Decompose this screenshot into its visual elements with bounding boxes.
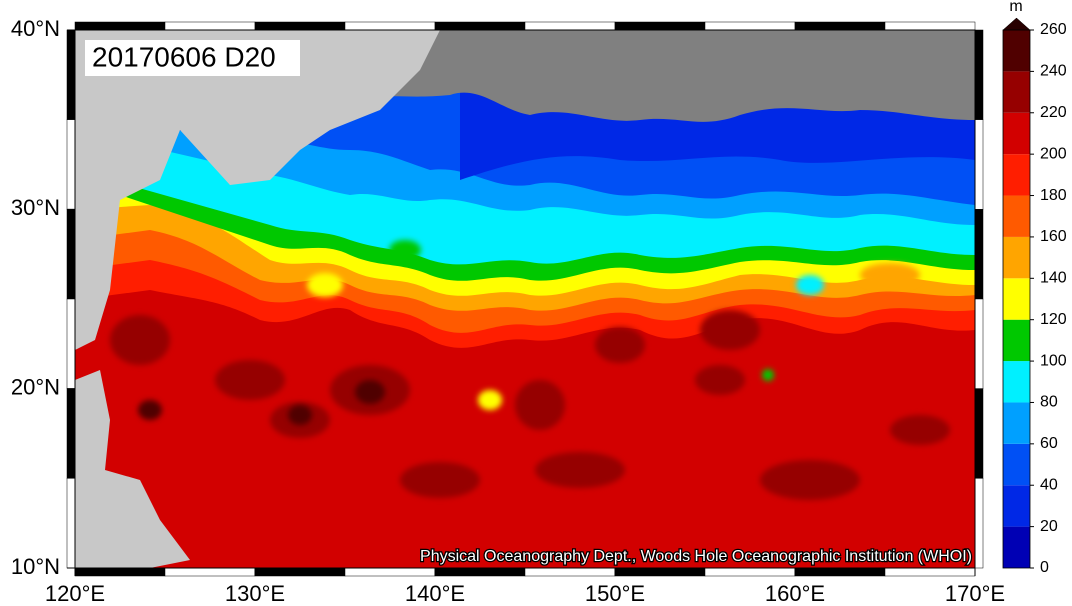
colorbar-border <box>1002 29 1031 569</box>
y-tick-label: 40°N <box>11 16 60 41</box>
colorbar-bin <box>1003 402 1030 444</box>
colorbar-bin <box>1003 319 1030 362</box>
frame-strip <box>254 21 346 31</box>
frame-strip <box>164 567 256 577</box>
x-tick-label: 130°E <box>225 581 285 606</box>
colorbar-tick-label: 240 <box>1040 63 1067 80</box>
frame-strip <box>794 21 886 31</box>
frame-strip <box>434 567 526 577</box>
frame-strip <box>524 21 616 31</box>
frame-strip <box>434 21 526 31</box>
x-tick-label: 150°E <box>585 581 645 606</box>
frame-strip <box>344 567 436 577</box>
colorbar-tick-label: 120 <box>1040 311 1067 328</box>
y-tick-label: 30°N <box>11 195 60 220</box>
frame-strip <box>344 21 436 31</box>
colorbar-tick-label: 100 <box>1040 352 1067 369</box>
frame-strip <box>66 478 76 569</box>
x-tick-label: 160°E <box>765 581 825 606</box>
colorbar-tick-label: 140 <box>1040 270 1067 287</box>
map-field <box>75 30 975 568</box>
colorbar-tick-label: 40 <box>1040 476 1058 493</box>
frame-strip <box>66 119 76 210</box>
colorbar-bin <box>1003 526 1030 568</box>
frame-strip <box>884 21 976 31</box>
x-tick-label: 120°E <box>45 581 105 606</box>
colorbar-tick-label: 160 <box>1040 228 1067 245</box>
colorbar-bin <box>1003 361 1030 403</box>
colorbar-tick-label: 80 <box>1040 394 1058 411</box>
x-tick-label: 170°E <box>945 581 1005 606</box>
frame-strip <box>974 298 984 389</box>
colorbar-tick-label: 200 <box>1040 145 1067 162</box>
frame-strip <box>974 209 984 300</box>
colorbar-bin <box>1003 71 1030 113</box>
frame-strip <box>74 567 166 577</box>
credit: Physical Oceanography Dept., Woods Hole … <box>420 548 972 565</box>
colorbar-bin <box>1003 236 1030 279</box>
colorbar-tick-label: 260 <box>1040 21 1067 38</box>
frame-strip <box>794 567 886 577</box>
colorbar-bin <box>1003 485 1030 527</box>
map-title: 20170606 D20 <box>92 41 276 72</box>
frame-strip <box>974 119 984 210</box>
title-box <box>85 40 300 76</box>
frame-strip <box>974 388 984 479</box>
colorbar-bin <box>1003 195 1030 237</box>
colorbar-bin <box>1003 154 1030 196</box>
frame-strip <box>254 567 346 577</box>
frame-strip <box>974 478 984 569</box>
map-frame <box>66 21 984 577</box>
colorbar-tick-label: 20 <box>1040 518 1058 535</box>
frame-strip <box>66 298 76 389</box>
frame-strip <box>74 21 166 31</box>
frame-strip <box>704 21 796 31</box>
colorbar-bin <box>1003 112 1030 155</box>
colorbar-tick-label: 180 <box>1040 187 1067 204</box>
frame-strip <box>884 567 976 577</box>
frame-strip <box>66 388 76 479</box>
frame-strip <box>66 209 76 300</box>
colorbar-tick-label: 0 <box>1040 559 1049 576</box>
colorbar-tick-label: 220 <box>1040 104 1067 121</box>
frame-strip <box>704 567 796 577</box>
y-tick-label: 10°N <box>11 554 60 579</box>
colorbar-bin <box>1003 443 1030 486</box>
plot-border <box>74 29 976 569</box>
colorbar-arrow <box>1002 17 1031 31</box>
frame-strip <box>614 567 706 577</box>
x-tick-label: 140°E <box>405 581 465 606</box>
colorbar-tick-label: 60 <box>1040 435 1058 452</box>
y-tick-label: 20°N <box>11 374 60 399</box>
frame-strip <box>164 21 256 31</box>
frame-strip <box>974 29 984 120</box>
frame-strip <box>66 29 76 120</box>
frame-strip <box>614 21 706 31</box>
colorbar-unit: m <box>1009 0 1022 15</box>
colorbar-bin <box>1003 30 1030 72</box>
frame-strip <box>524 567 616 577</box>
colorbar-bin <box>1003 278 1030 320</box>
